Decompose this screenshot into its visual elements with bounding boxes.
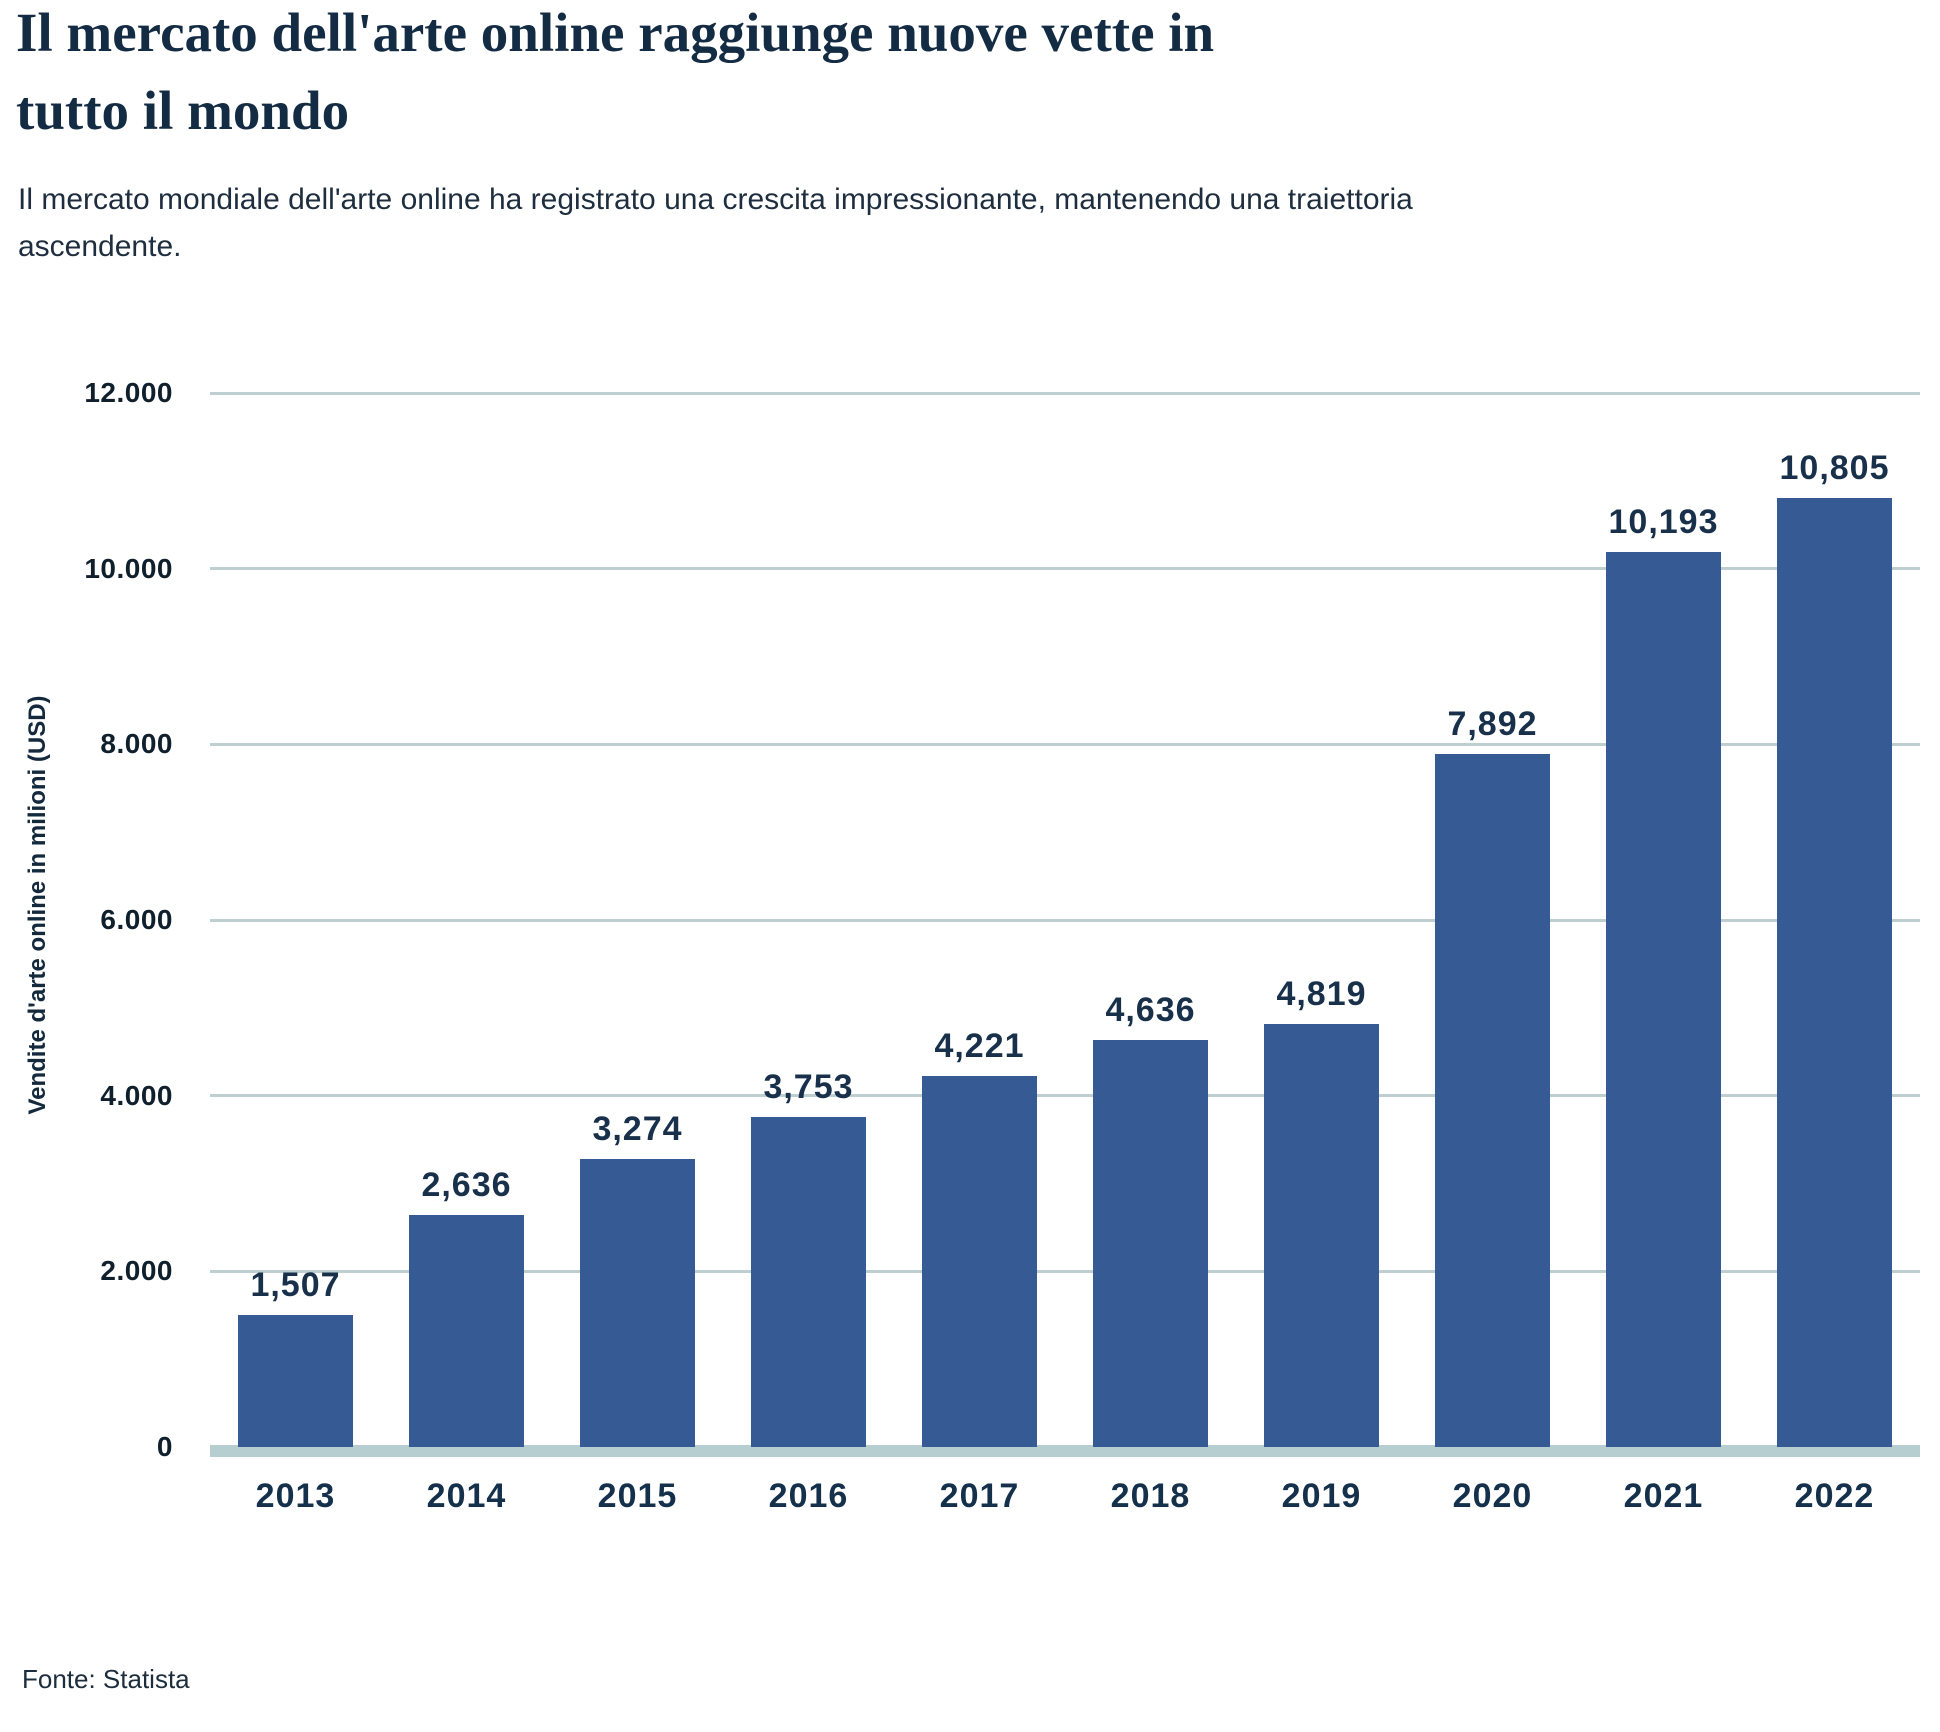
bar-value-label: 4,819	[1276, 975, 1367, 1013]
bar-value-label: 10,193	[1608, 503, 1719, 541]
x-tick-label: 2018	[1110, 1477, 1191, 1515]
bar-group: 4,221	[894, 393, 1065, 1447]
bar-value-label: 3,753	[763, 1068, 854, 1106]
x-axis-line	[210, 1445, 1920, 1457]
bar	[1093, 1040, 1208, 1447]
bar	[751, 1117, 866, 1447]
y-tick-label: 8.000	[100, 728, 173, 760]
bar	[580, 1159, 695, 1447]
y-tick-label: 6.000	[100, 904, 173, 935]
bar	[1264, 1024, 1379, 1447]
bar	[922, 1076, 1037, 1447]
page-title-line2: tutto il mondo	[16, 80, 350, 141]
bar-value-label: 4,221	[934, 1027, 1025, 1065]
bar-value-label: 2,636	[421, 1166, 512, 1204]
x-tick-label: 2015	[597, 1477, 678, 1515]
bar-value-label: 4,636	[1105, 991, 1196, 1029]
y-tick-label: 10.000	[84, 552, 173, 584]
x-tick-label: 2017	[939, 1477, 1020, 1515]
gridline	[210, 391, 1920, 395]
bar	[409, 1215, 524, 1447]
gridline	[210, 1269, 1920, 1273]
bar-group: 2,636	[381, 393, 552, 1447]
gridline	[210, 1094, 1920, 1098]
x-tick-label: 2022	[1794, 1477, 1875, 1515]
bar	[1435, 754, 1550, 1447]
bar-value-label: 10,805	[1779, 449, 1890, 487]
gridline	[210, 567, 1920, 571]
page-title-line1: Il mercato dell'arte online raggiunge nu…	[16, 2, 1215, 63]
bar-group: 10,805	[1749, 393, 1920, 1447]
bar-group: 1,507	[210, 393, 381, 1447]
bar-group: 4,819	[1236, 393, 1407, 1447]
bar-group: 3,274	[552, 393, 723, 1447]
bar-group: 3,753	[723, 393, 894, 1447]
page-subtitle-line2: ascendente.	[18, 230, 182, 263]
x-tick-label: 2016	[768, 1477, 849, 1515]
source-note: Fonte: Statista	[22, 1664, 190, 1694]
plot-area: 0 2.000 4.000 6.000 8.000 10.000 12.000 1,507 20…	[84, 377, 1920, 1515]
page-subtitle-line1: Il mercato mondiale dell'arte online ha …	[18, 183, 1413, 216]
bar-group: 10,193	[1578, 393, 1749, 1447]
x-tick-label: 2014	[426, 1477, 507, 1515]
y-tick-label: 4.000	[100, 1079, 173, 1111]
y-tick-label: 12.000	[84, 377, 173, 408]
page-title: Il mercato dell'arte online raggiunge nu…	[16, 0, 1516, 150]
x-tick-label: 2019	[1281, 1477, 1362, 1515]
page-subtitle: Il mercato mondiale dell'arte online ha …	[18, 176, 1558, 270]
gridline	[210, 918, 1920, 922]
y-tick-label: 2.000	[100, 1255, 173, 1287]
bar	[238, 1315, 353, 1447]
gridline	[210, 742, 1920, 746]
x-tick-label: 2021	[1623, 1477, 1704, 1515]
bar-value-label: 1,507	[250, 1266, 341, 1304]
bar-value-label: 3,274	[592, 1110, 683, 1148]
bar	[1777, 498, 1892, 1447]
bar-value-label: 7,892	[1447, 705, 1538, 743]
bar	[1606, 552, 1721, 1447]
x-tick-label: 2020	[1452, 1477, 1533, 1515]
x-tick-label: 2013	[255, 1477, 336, 1515]
y-tick-label: 0	[156, 1431, 173, 1462]
bar-group: 7,892	[1407, 393, 1578, 1447]
bar-group: 4,636	[1065, 393, 1236, 1447]
